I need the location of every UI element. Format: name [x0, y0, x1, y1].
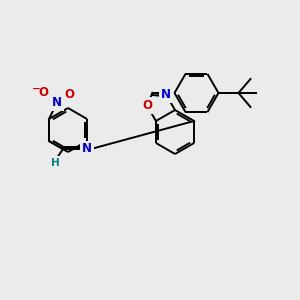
- Text: N: N: [52, 97, 62, 110]
- Text: N: N: [161, 88, 171, 101]
- Text: −: −: [32, 84, 40, 94]
- Text: O: O: [142, 99, 152, 112]
- Text: O: O: [64, 88, 74, 101]
- Text: H: H: [51, 158, 59, 168]
- Text: O: O: [38, 86, 48, 100]
- Text: N: N: [82, 142, 92, 155]
